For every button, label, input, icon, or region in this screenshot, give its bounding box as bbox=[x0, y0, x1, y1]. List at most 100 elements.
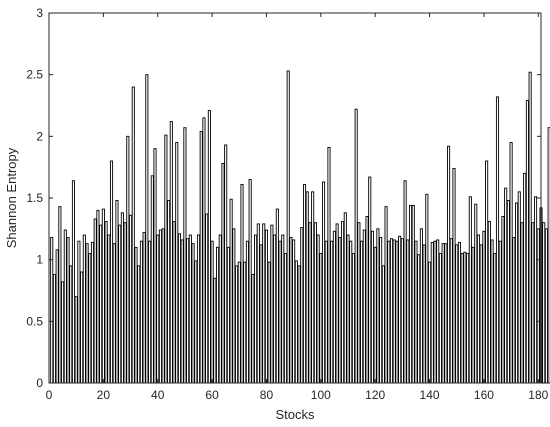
bar bbox=[289, 237, 293, 384]
x-tick-label: 120 bbox=[365, 388, 385, 402]
bar bbox=[392, 239, 396, 384]
bar bbox=[71, 180, 75, 384]
bar bbox=[251, 274, 255, 384]
bar bbox=[411, 204, 415, 384]
bar bbox=[506, 200, 510, 384]
bar bbox=[403, 180, 407, 384]
bar bbox=[438, 253, 442, 384]
bar bbox=[93, 218, 97, 384]
bar bbox=[425, 193, 429, 384]
bar bbox=[275, 208, 279, 384]
bar bbox=[262, 223, 266, 384]
y-tick-label: 0 bbox=[36, 376, 43, 390]
bar bbox=[495, 96, 500, 384]
bar bbox=[536, 228, 540, 384]
bar bbox=[177, 233, 182, 384]
bar bbox=[52, 274, 56, 384]
bar bbox=[237, 261, 241, 384]
bar bbox=[515, 202, 519, 384]
bar bbox=[134, 246, 138, 384]
bar bbox=[419, 228, 423, 384]
y-tick-label: 3 bbox=[36, 6, 43, 20]
bar bbox=[115, 200, 119, 384]
bar bbox=[408, 204, 413, 384]
bar bbox=[148, 240, 152, 384]
bar bbox=[322, 181, 326, 384]
bar bbox=[82, 234, 86, 384]
bar bbox=[468, 196, 472, 384]
bar bbox=[58, 206, 62, 384]
bar bbox=[357, 222, 361, 384]
bar bbox=[194, 260, 198, 384]
bar bbox=[118, 224, 122, 384]
bar bbox=[169, 121, 173, 384]
bar bbox=[335, 223, 339, 384]
bar bbox=[498, 240, 502, 384]
bar bbox=[254, 234, 258, 384]
bar bbox=[150, 175, 154, 384]
bar bbox=[501, 216, 505, 384]
bar bbox=[379, 237, 383, 384]
bar bbox=[213, 277, 217, 384]
bar bbox=[292, 239, 296, 384]
bar bbox=[313, 222, 317, 384]
bar bbox=[210, 240, 214, 384]
bar bbox=[109, 160, 114, 384]
bar bbox=[226, 246, 230, 384]
bar bbox=[294, 260, 298, 384]
bar bbox=[235, 265, 239, 384]
bar bbox=[460, 253, 464, 384]
bar bbox=[376, 228, 380, 384]
x-tick-label: 140 bbox=[420, 388, 440, 402]
bar bbox=[517, 191, 521, 384]
bar bbox=[256, 223, 260, 384]
bar bbox=[338, 237, 342, 384]
bar bbox=[428, 261, 432, 384]
bar bbox=[349, 240, 353, 384]
bar bbox=[474, 203, 478, 384]
x-tick-label: 180 bbox=[528, 388, 548, 402]
bar bbox=[80, 271, 84, 384]
bar bbox=[368, 176, 372, 384]
bar bbox=[360, 240, 364, 384]
bar bbox=[264, 229, 268, 384]
bar bbox=[126, 135, 130, 384]
bar bbox=[300, 227, 304, 384]
bar bbox=[156, 234, 160, 384]
bar bbox=[66, 237, 70, 384]
bar bbox=[131, 86, 135, 384]
bar bbox=[248, 179, 252, 384]
bar bbox=[145, 74, 149, 384]
bar bbox=[224, 144, 228, 384]
bar bbox=[444, 243, 448, 384]
bar bbox=[476, 234, 481, 384]
bar bbox=[512, 237, 516, 384]
bar bbox=[381, 265, 385, 384]
bar bbox=[61, 281, 65, 384]
bar bbox=[267, 261, 271, 384]
bar bbox=[183, 127, 187, 384]
bar bbox=[324, 240, 328, 384]
bar bbox=[229, 198, 233, 384]
bar bbox=[466, 253, 470, 384]
bar bbox=[215, 246, 220, 384]
bar bbox=[490, 239, 494, 384]
bar bbox=[485, 160, 489, 384]
bar bbox=[343, 212, 347, 384]
bar bbox=[99, 224, 103, 384]
x-axis-label: Stocks bbox=[275, 407, 315, 422]
bar bbox=[319, 253, 323, 384]
bar bbox=[240, 183, 244, 384]
bar bbox=[471, 246, 475, 384]
bar bbox=[523, 172, 527, 384]
bar bbox=[278, 240, 282, 384]
bar bbox=[281, 234, 285, 384]
x-tick-label: 0 bbox=[46, 388, 53, 402]
bar bbox=[525, 100, 529, 384]
bar bbox=[191, 243, 195, 384]
bar bbox=[232, 228, 236, 384]
bar bbox=[153, 148, 157, 384]
y-tick-label: 2 bbox=[36, 129, 43, 143]
bar bbox=[172, 220, 176, 384]
bar bbox=[452, 167, 456, 384]
